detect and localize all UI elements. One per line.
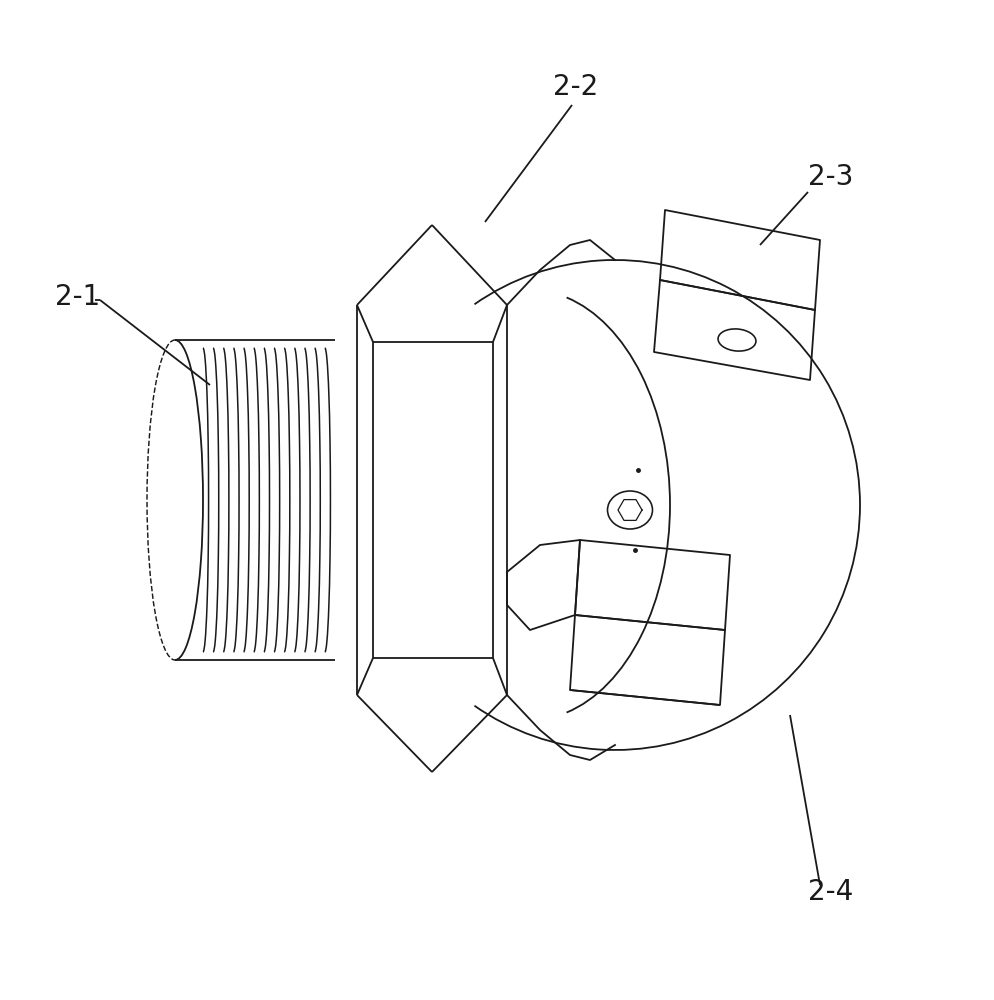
Text: 2-1: 2-1 [55,283,100,311]
Text: 2-4: 2-4 [808,878,853,906]
Text: 2-3: 2-3 [808,163,854,191]
Text: 2-2: 2-2 [553,73,598,101]
